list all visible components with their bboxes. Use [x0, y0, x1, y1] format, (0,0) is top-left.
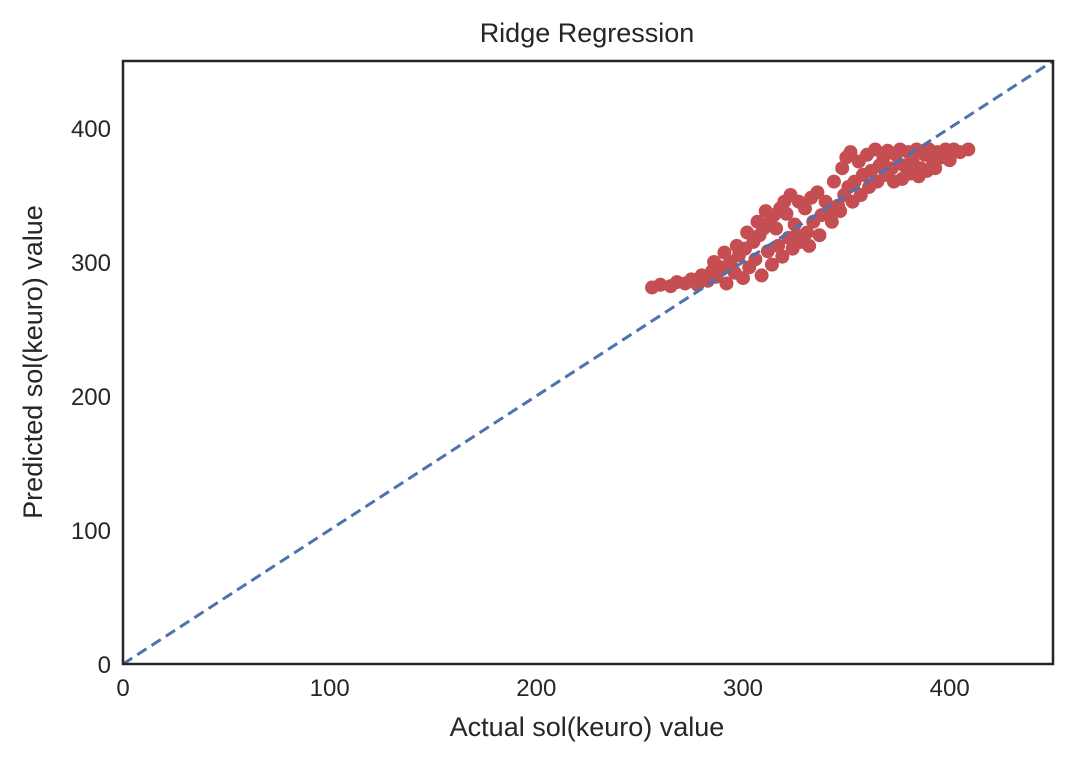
scatter-point [740, 225, 755, 240]
scatter-point [942, 153, 957, 168]
x-axis-label: Actual sol(keuro) value [450, 712, 725, 742]
x-tick-label: 0 [116, 675, 129, 702]
points-layer [645, 142, 976, 295]
scatter-point [775, 249, 790, 264]
scatter-point [961, 142, 976, 157]
scatter-point [719, 276, 734, 291]
scatter-point [789, 228, 804, 243]
x-tick-labels: 0 100 200 300 400 [116, 675, 969, 702]
scatter-point [798, 201, 812, 216]
scatter-point [771, 238, 786, 253]
scatter-point [769, 221, 784, 236]
plot-frame [121, 59, 1055, 666]
y-tick-label: 0 [98, 652, 111, 679]
scatter-point [802, 238, 817, 253]
scatter-point [843, 145, 858, 160]
scatter-point [826, 174, 841, 189]
scatter-point [758, 204, 773, 219]
line-layer [122, 59, 1054, 666]
y-tick-label: 300 [71, 250, 111, 277]
x-tick-label: 300 [723, 675, 763, 702]
scatter-point [835, 161, 850, 176]
scatter-point [760, 244, 775, 259]
scatter-point [812, 228, 827, 243]
scatter-point [833, 204, 848, 219]
scatter-point [754, 268, 769, 283]
scatter-point [779, 206, 794, 221]
y-axis-label: Predicted sol(keuro) value [18, 205, 48, 519]
scatter-point [707, 255, 722, 269]
y-tick-label: 100 [71, 518, 111, 545]
scatter-point [810, 185, 825, 200]
scatter-point [824, 214, 839, 229]
y-tick-labels: 0 100 200 300 400 [71, 116, 111, 679]
y-tick-label: 400 [71, 116, 111, 143]
x-tick-label: 100 [310, 675, 350, 702]
scatter-point [653, 277, 668, 292]
scatter-point [764, 257, 779, 272]
scatter-point [928, 161, 943, 176]
scatter-point [717, 245, 732, 260]
y-tick-label: 200 [71, 384, 111, 411]
x-tick-label: 200 [516, 675, 556, 702]
scatter-point [736, 271, 750, 286]
chart-title: Ridge Regression [480, 18, 695, 48]
identity-reference-line [122, 59, 1054, 666]
x-tick-label: 400 [930, 675, 970, 702]
scatter-point [750, 214, 765, 229]
scatter-point [729, 238, 744, 253]
